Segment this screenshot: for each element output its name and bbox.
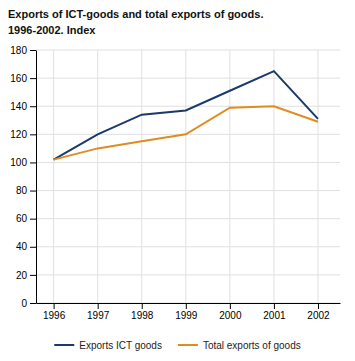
tick-label: 80 <box>16 185 28 196</box>
tick: 2000 <box>219 303 242 321</box>
grid-line <box>53 50 54 303</box>
tick: 160 <box>10 73 36 84</box>
grid-line <box>229 50 230 303</box>
tick: 100 <box>10 157 36 168</box>
tick-mark <box>54 303 55 309</box>
legend-label: Total exports of goods <box>203 340 301 351</box>
tick: 20 <box>16 270 36 281</box>
tick-mark <box>30 191 36 192</box>
plot: 1996 1997 1998 1999 2000 2001 2002 0 20 40 60 80 100… <box>10 45 340 321</box>
grid-line <box>141 50 142 303</box>
tick: 180 <box>10 45 36 56</box>
tick-label: 2000 <box>219 310 242 321</box>
series-line <box>54 71 318 160</box>
tick-label: 180 <box>10 45 27 56</box>
legend-swatch <box>178 344 198 346</box>
tick-label: 0 <box>21 298 27 309</box>
grid-line <box>36 162 340 163</box>
tick-label: 1996 <box>43 310 66 321</box>
tick: 1997 <box>87 303 110 321</box>
tick: 1998 <box>131 303 154 321</box>
tick: 1999 <box>175 303 198 321</box>
tick-mark <box>30 303 36 304</box>
tick-mark <box>30 162 36 163</box>
axis-line <box>36 51 37 304</box>
tick-mark <box>98 303 99 309</box>
grid-line <box>36 50 340 51</box>
series-line <box>54 106 318 159</box>
tick: 140 <box>10 101 36 112</box>
grid-line <box>36 78 340 79</box>
tick-mark <box>30 106 36 107</box>
grid <box>36 50 340 303</box>
axis-line <box>37 303 341 304</box>
tick-mark <box>186 303 187 309</box>
legend-item: Total exports of goods <box>178 340 301 351</box>
tick-label: 2002 <box>307 310 330 321</box>
subtitle: 1996-2002. Index <box>8 24 96 36</box>
tick-mark <box>142 303 143 309</box>
tick-label: 1997 <box>87 310 110 321</box>
tick-label: 40 <box>16 241 28 252</box>
tick-mark <box>230 303 231 309</box>
legend-swatch <box>54 344 74 346</box>
grid-line <box>317 50 318 303</box>
grid-line <box>273 50 274 303</box>
tick: 120 <box>10 129 36 140</box>
lines <box>54 71 318 160</box>
legend: Exports ICT goods Total exports of goods <box>54 340 300 351</box>
tick-label: 100 <box>10 157 27 168</box>
tick-mark <box>30 78 36 79</box>
tick-label: 160 <box>10 73 27 84</box>
tick: 60 <box>16 213 36 224</box>
tick-label: 60 <box>16 213 28 224</box>
grid-line <box>97 50 98 303</box>
tick-mark <box>30 219 36 220</box>
tick-mark <box>274 303 275 309</box>
tick-mark <box>30 50 36 51</box>
tick: 40 <box>16 241 36 252</box>
tick-mark <box>318 303 319 309</box>
legend-item: Exports ICT goods <box>54 340 162 351</box>
tick-label: 20 <box>16 270 28 281</box>
tick-mark <box>30 247 36 248</box>
tick-label: 140 <box>10 101 27 112</box>
grid-line <box>185 50 186 303</box>
x-axis: 1996 1997 1998 1999 2000 2001 2002 <box>37 303 341 321</box>
tick: 2002 <box>307 303 330 321</box>
grid-line <box>36 218 340 219</box>
tick-label: 1999 <box>175 310 198 321</box>
grid-line <box>36 303 340 304</box>
tick: 1996 <box>43 303 66 321</box>
title: Exports of ICT-goods and total exports o… <box>8 8 263 20</box>
grid-line <box>36 246 340 247</box>
tick-label: 1998 <box>131 310 154 321</box>
tick-label: 120 <box>10 129 27 140</box>
tick: 2001 <box>263 303 286 321</box>
tick: 0 <box>21 298 36 309</box>
y-axis: 0 20 40 60 80 100 120 140 160 180 <box>10 45 36 309</box>
legend-label: Exports ICT goods <box>79 340 162 351</box>
chart: Exports of ICT-goods and total exports o… <box>0 0 355 361</box>
tick: 80 <box>16 185 36 196</box>
grid-line <box>36 106 340 107</box>
tick-mark <box>30 134 36 135</box>
grid-line <box>36 190 340 191</box>
grid-line <box>36 274 340 275</box>
tick-mark <box>30 275 36 276</box>
tick-label: 2001 <box>263 310 286 321</box>
